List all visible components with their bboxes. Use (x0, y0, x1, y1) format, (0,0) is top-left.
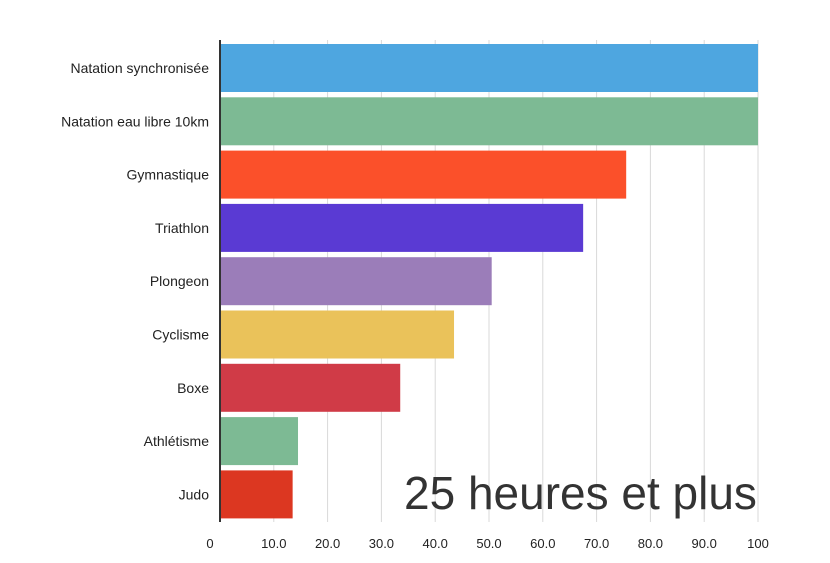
x-tick-label: 50.0 (476, 536, 501, 551)
category-label: Triathlon (155, 220, 209, 236)
x-tick-label: 80.0 (638, 536, 663, 551)
bar (221, 203, 584, 252)
bar (221, 363, 401, 412)
x-tick-label: 40.0 (423, 536, 448, 551)
bar (221, 44, 758, 92)
bar (221, 470, 293, 519)
x-tick-label: 100 (747, 536, 769, 551)
category-label: Plongeon (150, 273, 209, 289)
category-labels: Natation synchronisée Natation eau libre … (61, 60, 209, 502)
x-tick-label: 60.0 (530, 536, 555, 551)
category-label: Boxe (177, 380, 209, 396)
annotation-text: 25 heures et plus (404, 467, 757, 519)
bars (221, 44, 758, 519)
category-label: Natation synchronisée (70, 60, 209, 76)
x-tick-label: 90.0 (692, 536, 717, 551)
bar (221, 97, 758, 146)
bar (221, 310, 455, 359)
category-label: Gymnastique (127, 167, 210, 183)
x-tick-label: 30.0 (369, 536, 394, 551)
bar (221, 150, 627, 199)
bar (221, 417, 299, 466)
bar (221, 257, 492, 306)
category-label: Cyclisme (152, 327, 209, 343)
category-label: Natation eau libre 10km (61, 113, 209, 129)
x-tick-label: 0 (206, 536, 213, 551)
x-tick-label: 70.0 (584, 536, 609, 551)
x-tick-labels: 0 10.0 20.0 30.0 40.0 50.0 60.0 70.0 80.0 90.0 100 (206, 536, 768, 551)
category-label: Athlétisme (144, 433, 210, 449)
category-label: Judo (179, 486, 210, 502)
x-tick-label: 10.0 (261, 536, 286, 551)
x-tick-label: 20.0 (315, 536, 340, 551)
